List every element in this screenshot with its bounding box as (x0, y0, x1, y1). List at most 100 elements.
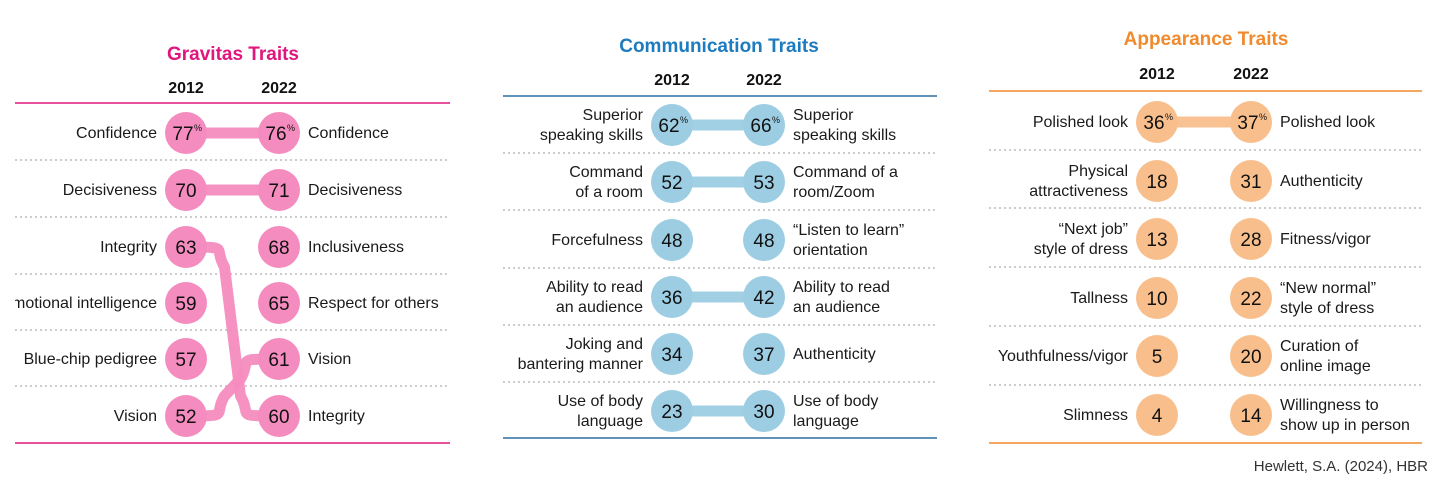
trait-label-left: Joking and (566, 336, 643, 353)
value-bubble (1136, 101, 1178, 143)
value-label: 22 (1240, 289, 1261, 310)
trait-label-right: Confidence (308, 125, 389, 142)
value-label: 20 (1240, 347, 1261, 368)
value-bubble (651, 219, 693, 261)
connector-line (180, 353, 285, 422)
trait-label-left: Confidence (76, 125, 157, 142)
year-label-left: 2012 (168, 80, 204, 97)
value-bubble (1136, 394, 1178, 436)
trait-label-right: Willingness to (1280, 397, 1379, 414)
value-label: 36 (661, 288, 682, 309)
trait-label-left: Polished look (1033, 114, 1129, 131)
value-label: 59 (175, 294, 196, 315)
trait-label-left: Youthfulness/vigor (998, 348, 1129, 365)
trait-label-right: speaking skills (793, 127, 896, 144)
value-label: 18 (1146, 172, 1167, 193)
value-label: 36 (1143, 113, 1164, 134)
value-label: 65 (268, 294, 289, 315)
value-label: 14 (1240, 406, 1262, 427)
trait-label-right: Authenticity (1280, 173, 1363, 190)
value-bubble (258, 112, 300, 154)
value-label: 76 (265, 124, 286, 145)
percent-sign: % (772, 115, 780, 125)
value-bubble (1136, 218, 1178, 260)
value-label: 71 (268, 181, 289, 202)
value-label: 62 (658, 116, 679, 137)
year-label-right: 2022 (1233, 66, 1269, 83)
value-label: 53 (753, 173, 774, 194)
trait-label-left: style of dress (1034, 241, 1128, 258)
value-label: 23 (661, 402, 682, 423)
value-bubble (651, 104, 693, 146)
value-bubble (651, 333, 693, 375)
value-bubble (1136, 335, 1178, 377)
trait-label-left: Tallness (1070, 290, 1128, 307)
trait-label-left: Vision (114, 408, 157, 425)
chart-title: Gravitas Traits (167, 44, 299, 65)
year-label-right: 2022 (261, 80, 297, 97)
value-bubble (165, 282, 207, 324)
value-bubble (258, 282, 300, 324)
value-label: 13 (1146, 230, 1167, 251)
value-bubble (743, 104, 785, 146)
value-bubble (1230, 394, 1272, 436)
trait-label-left: Superior (583, 107, 644, 124)
value-bubble (1136, 277, 1178, 319)
trait-label-left: attractiveness (1029, 183, 1128, 200)
value-bubble (1230, 335, 1272, 377)
value-bubble (165, 226, 207, 268)
trait-label-left: Integrity (100, 239, 157, 256)
value-bubble (258, 338, 300, 380)
value-bubble (743, 161, 785, 203)
value-bubble (651, 390, 693, 432)
value-label: 48 (753, 231, 774, 252)
value-label: 77 (172, 124, 193, 145)
value-label: 68 (268, 238, 289, 259)
value-label: 31 (1240, 172, 1261, 193)
panel-communication-traits: Communication Traits 2012 2022 62 % Superior s… (503, 36, 937, 439)
value-bubble (258, 169, 300, 211)
value-bubble (743, 276, 785, 318)
trait-label-right: Respect for others (308, 295, 439, 312)
value-label: 70 (175, 181, 196, 202)
value-bubble (1136, 160, 1178, 202)
value-label: 52 (661, 173, 682, 194)
value-label: 42 (753, 288, 774, 309)
trait-label-right: Integrity (308, 408, 365, 425)
connector-line (180, 241, 285, 422)
trait-label-left: an audience (556, 299, 643, 316)
trait-label-right: Fitness/vigor (1280, 231, 1371, 248)
trait-label-right: orientation (793, 242, 868, 259)
chart-title: Communication Traits (619, 36, 819, 57)
value-label: 63 (175, 238, 196, 259)
trait-label-right: language (793, 413, 859, 430)
value-label: 61 (268, 350, 289, 371)
trait-label-right: style of dress (1280, 300, 1374, 317)
value-label: 60 (268, 407, 289, 428)
value-bubble (165, 338, 207, 380)
value-label: 37 (753, 345, 774, 366)
trait-label-left: Physical (1068, 163, 1128, 180)
percent-sign: % (680, 115, 688, 125)
value-label: 57 (175, 350, 196, 371)
value-label: 10 (1146, 289, 1167, 310)
trait-label-right: show up in person (1280, 417, 1410, 434)
year-label-left: 2012 (1139, 66, 1175, 83)
value-label: 48 (661, 231, 682, 252)
trait-label-left: of a room (575, 184, 643, 201)
trait-label-left: Blue-chip pedigree (24, 351, 158, 368)
value-bubble (1230, 218, 1272, 260)
value-bubble (651, 161, 693, 203)
trait-label-right: Command of a (793, 164, 898, 181)
trait-label-right: Decisiveness (308, 182, 402, 199)
trait-label-right: Polished look (1280, 114, 1376, 131)
trait-label-left: Decisiveness (63, 182, 157, 199)
value-label: 66 (750, 116, 771, 137)
value-bubble (165, 395, 207, 437)
value-label: 4 (1152, 406, 1163, 427)
trait-label-right: Inclusiveness (308, 239, 404, 256)
value-bubble (743, 333, 785, 375)
value-bubble (165, 112, 207, 154)
